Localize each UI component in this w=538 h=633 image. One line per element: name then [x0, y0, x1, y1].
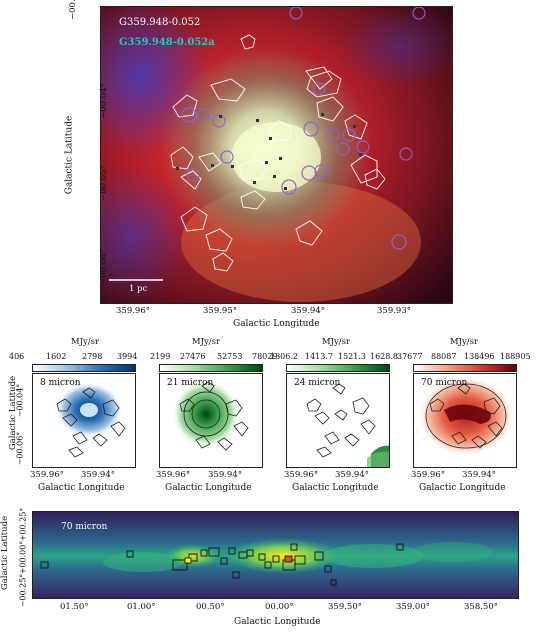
main-rgb-canvas: [101, 7, 452, 303]
panel4-cbar-tick: 138496: [464, 352, 495, 361]
panel4-cbar-tick: 88087: [431, 352, 457, 361]
panel1-8micron-image: 8 micron: [32, 373, 136, 468]
panel4-x-axis-title: Galactic Longitude: [419, 483, 506, 493]
main-x-tick: 359.93°: [377, 306, 411, 316]
main-y-tick: −00.05°: [98, 165, 109, 201]
main-y-tick: −00.03°: [68, 0, 78, 20]
panel4-cbar-title: MJy/sr: [449, 337, 479, 347]
bottom-x-tick: 359.00°: [396, 602, 430, 612]
panel4-cbar-tick: 188905: [500, 352, 531, 361]
bottom-x-tick: 00.50°: [196, 602, 225, 612]
panel1-x-axis-title: Galactic Longitude: [38, 483, 125, 493]
source-label-secondary: G359.948-0.052a: [119, 37, 215, 48]
panel1-cbar-tick: 1602: [46, 352, 67, 361]
bottom-x-tick: 00.00°: [265, 602, 294, 612]
panel3-colorbar: [286, 364, 390, 372]
panel3-x-axis-title: Galactic Longitude: [292, 483, 379, 493]
panel3-24micron-image: 24 micron: [286, 373, 390, 468]
bottom-x-tick: 359.50°: [328, 602, 362, 612]
panel2-cbar-tick: 78029: [252, 352, 278, 361]
panel3-cbar-tick: 1628.8: [370, 352, 398, 361]
panel3-label: 24 micron: [294, 378, 341, 388]
panel4-colorbar: [413, 364, 517, 372]
main-x-tick: 359.94°: [291, 306, 325, 316]
bottom-70micron-image: 70 micron: [32, 511, 519, 599]
panel1-x-tick: 359.94°: [81, 470, 115, 480]
bottom-y-tick: +00.00°: [18, 540, 28, 575]
panel2-cbar-tick: 52753: [217, 352, 243, 361]
panel2-21micron-image: 21 micron: [159, 373, 263, 468]
bottom-y-axis-title: Galactic Latitude: [0, 515, 11, 591]
panel4-70micron-image: 70 micron: [413, 373, 517, 468]
panel1-y-axis-title: Galactic Latitude: [8, 375, 19, 451]
main-x-tick: 359.96°: [116, 306, 150, 316]
panel3-x-tick: 359.96°: [284, 470, 318, 480]
panel1-cbar-tick: 2798: [82, 352, 103, 361]
source-label-primary: G359.948-0.052: [119, 17, 201, 28]
panel2-cbar-tick: 27476: [180, 352, 206, 361]
main-rgb-image: G359.948-0.052 G359.948-0.052a 1 pc: [100, 6, 453, 304]
panel3-x-tick: 359.94°: [335, 470, 369, 480]
bottom-panel-label: 70 micron: [61, 522, 108, 532]
panel2-x-axis-title: Galactic Longitude: [165, 483, 252, 493]
panel2-cbar-tick: 2199: [150, 352, 171, 361]
panel3-cbar-tick: 1521.3: [338, 352, 366, 361]
panel4-x-tick: 359.94°: [462, 470, 496, 480]
bottom-x-axis-title: Galactic Longitude: [234, 617, 321, 627]
panel2-label: 21 micron: [167, 378, 214, 388]
panel4-cbar-tick: 37677: [397, 352, 423, 361]
panel3-cbar-tick: 1306.2: [270, 352, 298, 361]
bottom-x-tick: 01.00°: [127, 602, 156, 612]
panel1-cbar-tick: 3994: [117, 352, 138, 361]
panel1-cbar-tick: 406: [9, 352, 25, 361]
bottom-y-tick: −00.25°: [18, 573, 28, 608]
bottom-x-tick: 358.50°: [464, 602, 498, 612]
main-y-tick: −00.04°: [98, 83, 109, 119]
bottom-x-tick: 01.50°: [60, 602, 89, 612]
panel4-x-tick: 359.96°: [411, 470, 445, 480]
panel1-colorbar: [32, 364, 136, 372]
main-y-axis-title: Galactic Latitude: [64, 115, 75, 195]
main-x-tick: 359.95°: [203, 306, 237, 316]
scale-bar-label: 1 pc: [129, 284, 148, 294]
panel2-cbar-title: MJy/sr: [191, 337, 221, 347]
main-y-tick: −00.06°: [98, 249, 109, 285]
panel3-cbar-tick: 1413.7: [305, 352, 333, 361]
panel3-cbar-title: MJy/sr: [321, 337, 351, 347]
panel4-label: 70 micron: [421, 378, 468, 388]
main-x-axis-title: Galactic Longitude: [233, 319, 320, 329]
panel2-x-tick: 359.96°: [156, 470, 190, 480]
panel1-x-tick: 359.96°: [30, 470, 64, 480]
bottom-y-tick: +00.25°: [18, 507, 28, 542]
panel2-colorbar: [159, 364, 263, 372]
panel2-x-tick: 359.94°: [208, 470, 242, 480]
panel1-label: 8 micron: [40, 378, 81, 388]
panel1-cbar-title: MJy/sr: [70, 337, 100, 347]
